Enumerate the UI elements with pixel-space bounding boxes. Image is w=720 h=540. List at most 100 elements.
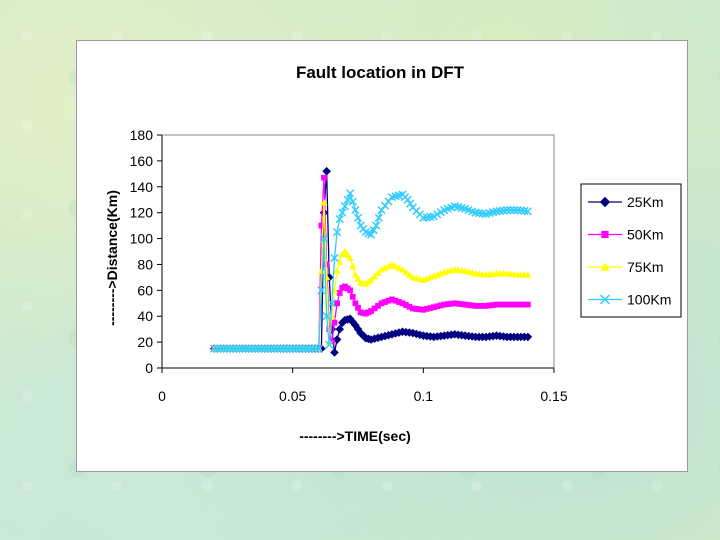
data-point bbox=[502, 205, 512, 215]
data-point bbox=[298, 344, 308, 353]
data-point bbox=[225, 344, 235, 353]
data-point bbox=[332, 227, 342, 237]
x-tick-label: 0 bbox=[158, 388, 166, 404]
data-point bbox=[263, 344, 273, 353]
data-point bbox=[295, 344, 304, 353]
data-point bbox=[260, 344, 270, 353]
legend-marker bbox=[599, 196, 611, 208]
data-point bbox=[416, 306, 423, 313]
legend-label: 25Km bbox=[627, 194, 664, 210]
legend: 25Km 50Km 75Km 100Km bbox=[580, 183, 682, 318]
data-point bbox=[382, 299, 388, 305]
y-axis-label: -------->Distance(Km) bbox=[104, 190, 120, 326]
data-point bbox=[219, 344, 228, 353]
data-point bbox=[210, 344, 219, 353]
data-point bbox=[311, 344, 320, 353]
data-point bbox=[334, 300, 340, 307]
data-point bbox=[216, 344, 225, 353]
data-point bbox=[346, 254, 354, 261]
data-point bbox=[270, 344, 279, 353]
data-point bbox=[523, 332, 533, 342]
data-point bbox=[222, 344, 232, 353]
data-point bbox=[286, 344, 295, 353]
data-point bbox=[384, 262, 393, 270]
data-point bbox=[335, 215, 344, 224]
data-point bbox=[213, 344, 222, 353]
series-line bbox=[214, 171, 528, 353]
data-point bbox=[521, 301, 528, 308]
y-tick-label: 100 bbox=[130, 231, 154, 247]
data-point bbox=[333, 267, 341, 274]
data-point bbox=[406, 303, 413, 310]
data-point bbox=[338, 208, 347, 217]
data-point bbox=[385, 297, 392, 304]
legend-marker bbox=[600, 262, 610, 271]
data-point bbox=[396, 299, 402, 305]
data-point bbox=[301, 344, 311, 353]
data-point bbox=[279, 344, 289, 353]
legend-marker bbox=[601, 230, 609, 239]
series-75km bbox=[210, 198, 532, 352]
data-point bbox=[518, 301, 524, 308]
data-point bbox=[317, 286, 326, 295]
data-point bbox=[273, 344, 282, 353]
data-point bbox=[524, 271, 532, 278]
data-point bbox=[352, 300, 359, 307]
data-point bbox=[479, 302, 486, 309]
data-point bbox=[321, 174, 327, 181]
data-point bbox=[476, 302, 482, 309]
legend-item-75km: 75Km bbox=[588, 259, 664, 275]
data-point bbox=[244, 344, 254, 353]
y-tick-label: 120 bbox=[130, 205, 154, 221]
data-point bbox=[377, 266, 386, 273]
data-point bbox=[441, 301, 448, 308]
y-tick-label: 0 bbox=[145, 360, 153, 376]
data-point bbox=[349, 293, 356, 300]
legend-item-50km: 50Km bbox=[588, 227, 664, 243]
data-point bbox=[320, 198, 328, 206]
data-point bbox=[500, 301, 507, 308]
data-point bbox=[465, 302, 472, 308]
data-point bbox=[235, 344, 244, 353]
data-point bbox=[229, 344, 238, 353]
data-point bbox=[410, 305, 416, 312]
data-point bbox=[335, 324, 345, 334]
data-point bbox=[514, 301, 521, 308]
data-point bbox=[353, 213, 363, 222]
legend-box bbox=[580, 183, 682, 318]
series-50km bbox=[211, 174, 531, 352]
data-point bbox=[336, 290, 343, 296]
data-point bbox=[497, 301, 503, 308]
data-point bbox=[448, 300, 455, 307]
data-point bbox=[403, 302, 409, 308]
x-tick-label: 0.15 bbox=[540, 388, 567, 404]
axes bbox=[161, 134, 555, 369]
data-point bbox=[351, 271, 359, 278]
series-line bbox=[214, 177, 528, 350]
data-point bbox=[413, 306, 420, 312]
x-tick-label: 0.1 bbox=[414, 388, 434, 404]
data-point bbox=[420, 306, 427, 313]
chart-title: Fault location in DFT bbox=[296, 63, 465, 82]
x-axis-label: -------->TIME(sec) bbox=[299, 428, 411, 444]
data-point bbox=[254, 344, 263, 353]
data-point bbox=[483, 302, 489, 309]
data-point bbox=[504, 301, 510, 308]
data-point bbox=[403, 195, 412, 204]
data-point bbox=[330, 348, 339, 357]
series-100km bbox=[210, 189, 532, 353]
data-point bbox=[340, 202, 350, 211]
data-point bbox=[374, 269, 382, 276]
series-25km bbox=[209, 166, 533, 357]
data-point bbox=[322, 312, 331, 321]
data-point bbox=[406, 199, 415, 208]
legend-item-25km: 25Km bbox=[588, 194, 664, 210]
data-point bbox=[319, 234, 329, 243]
x-axis-ticks: 0 0.05 0.1 0.15 bbox=[158, 368, 568, 404]
data-point bbox=[354, 275, 362, 282]
data-point bbox=[366, 230, 376, 239]
series-line bbox=[214, 191, 528, 350]
data-point bbox=[374, 213, 384, 222]
data-point bbox=[375, 302, 381, 309]
data-point bbox=[330, 253, 339, 263]
